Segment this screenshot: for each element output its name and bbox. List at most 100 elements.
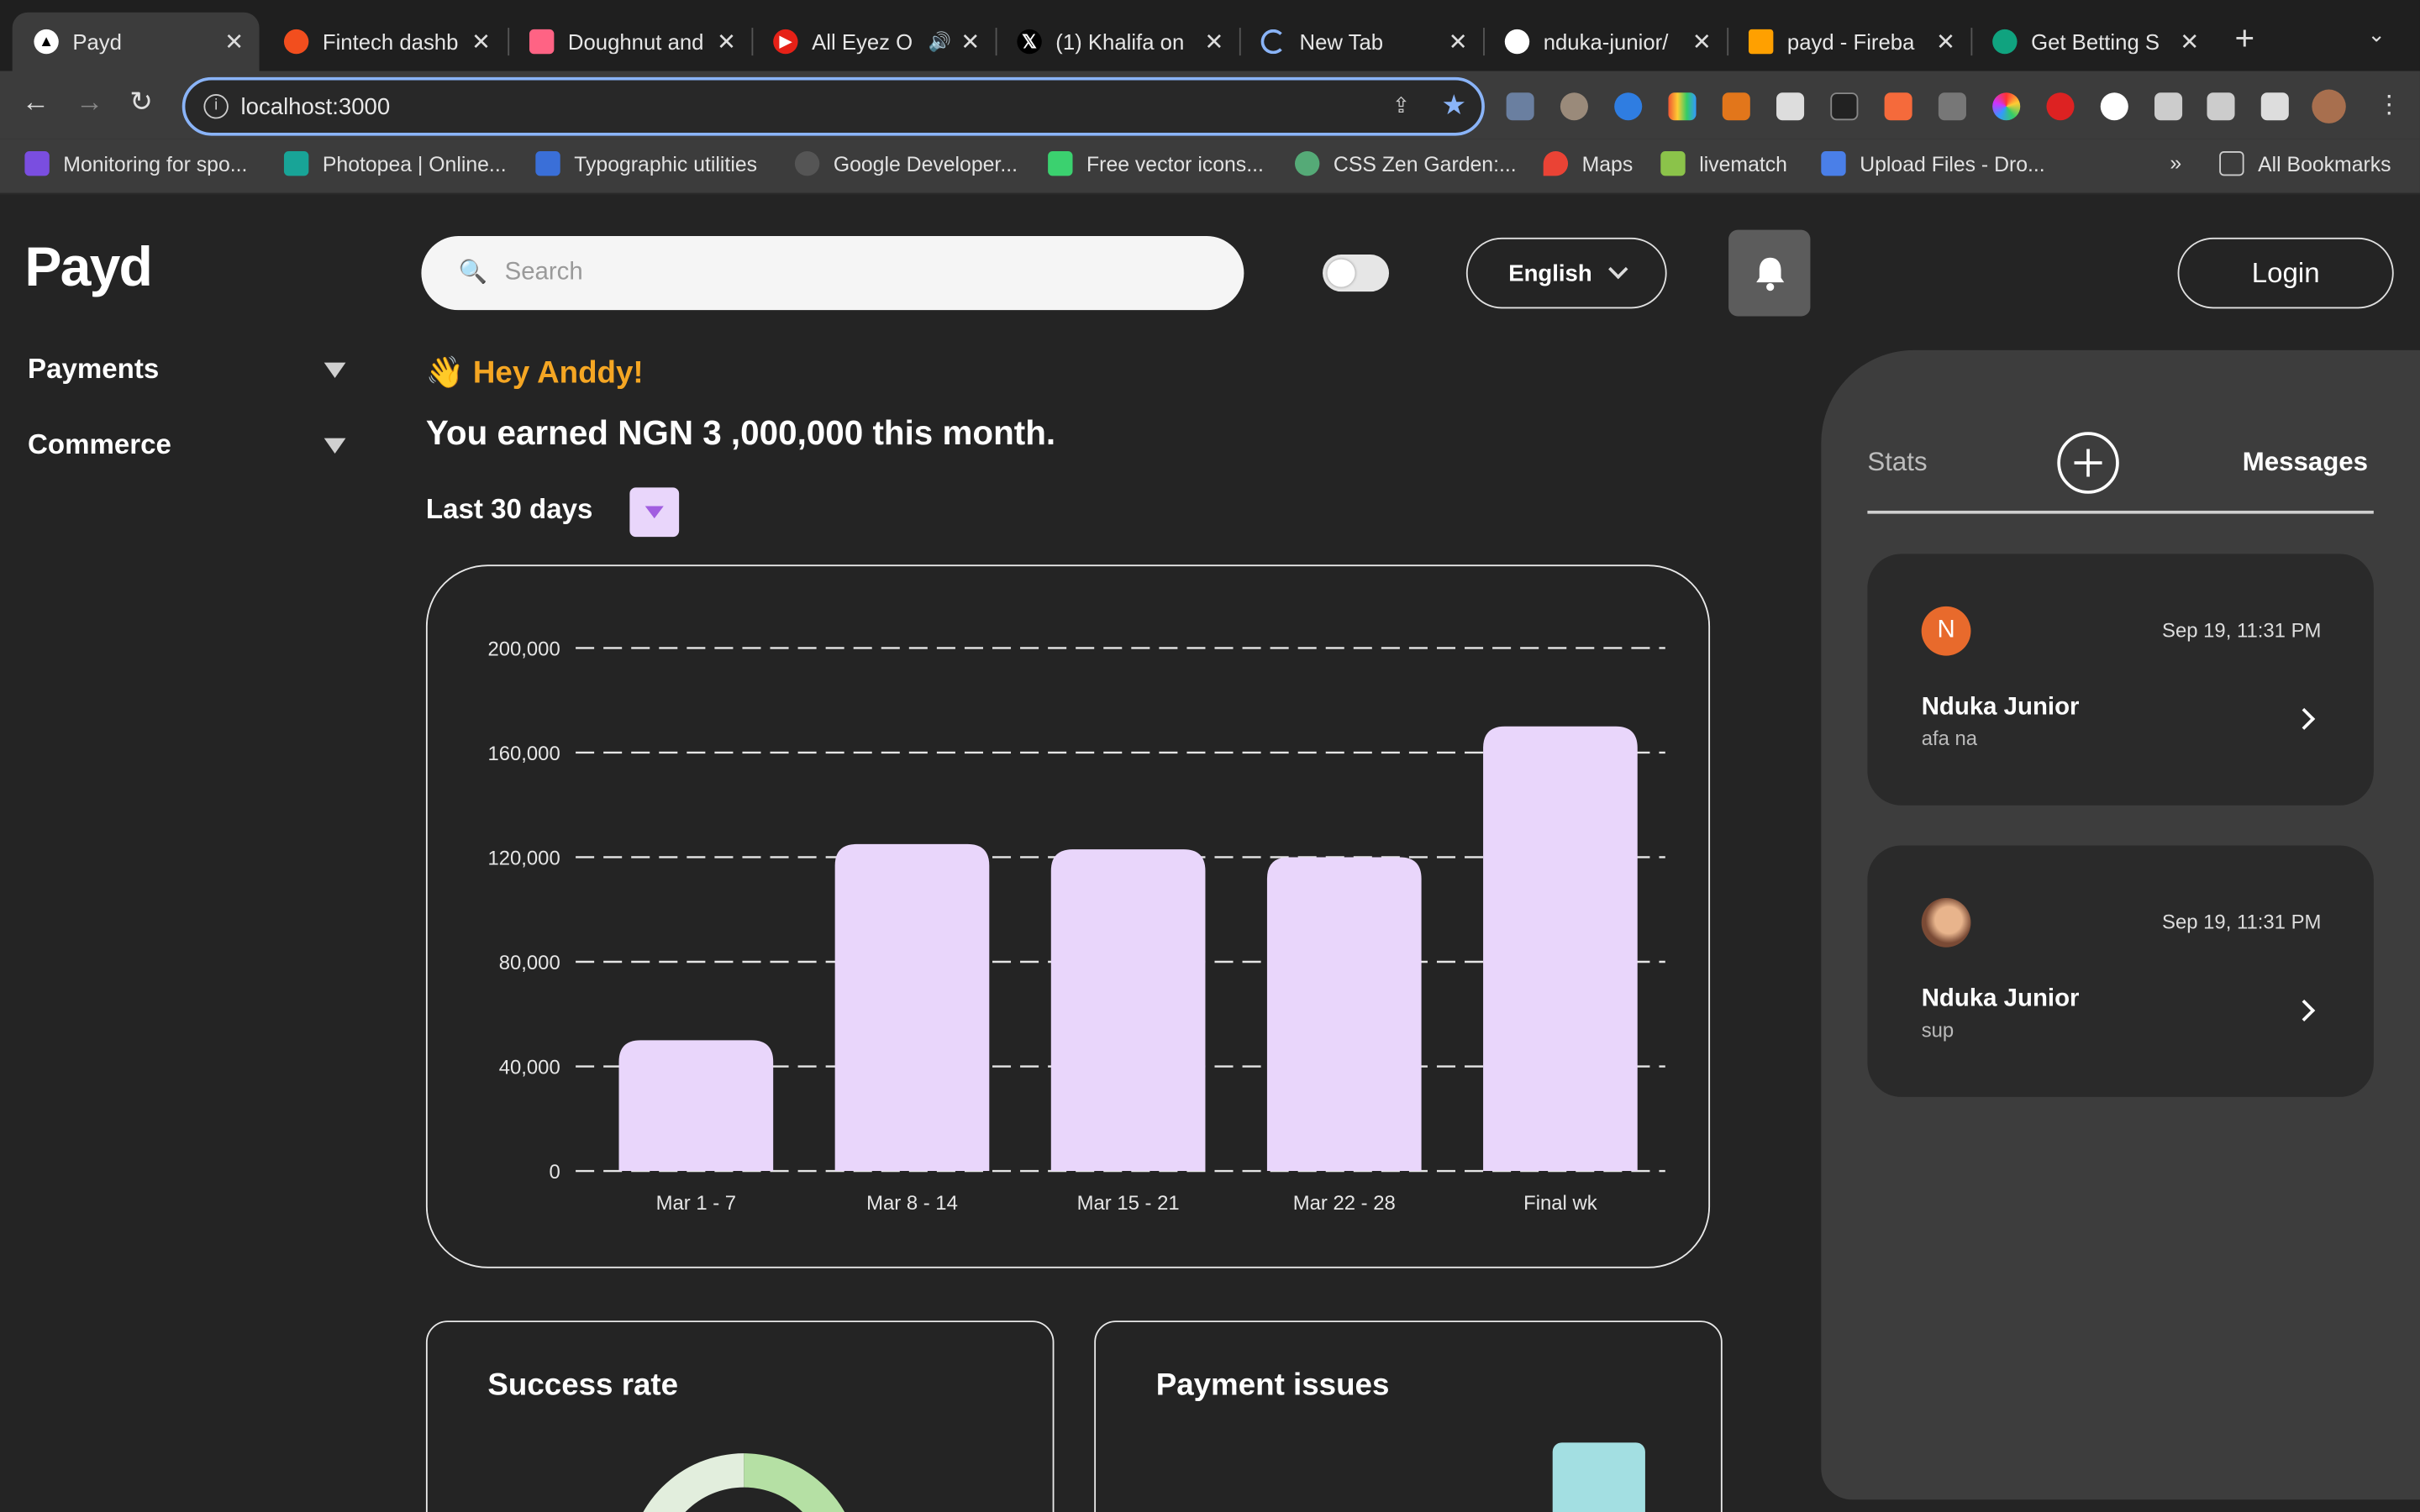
tab-messages[interactable]: Messages: [2242, 447, 2369, 477]
figma-icon: [283, 29, 309, 55]
bookmark-icon: [24, 150, 50, 176]
browser-tabstrip: ▲ Payd ✕ Fintech dashb ✕ Doughnut and ✕ …: [0, 0, 2420, 71]
extension-icon[interactable]: [2046, 92, 2075, 121]
side-panel-icon[interactable]: [2260, 92, 2289, 121]
chevron-right-icon[interactable]: [2293, 707, 2316, 730]
app-logo[interactable]: Payd: [24, 234, 153, 298]
browser-tab[interactable]: ▶ All Eyez O 🔊 ✕: [751, 13, 995, 71]
extension-icon[interactable]: [1560, 92, 1588, 121]
bookmark[interactable]: CSS Zen Garden:...: [1294, 150, 1517, 176]
new-tab-icon[interactable]: +: [2234, 18, 2255, 57]
payment-issues-card: Payment issues: [1094, 1320, 1723, 1512]
bookmark-label: Typographic utilities: [574, 151, 758, 176]
extension-icon[interactable]: [1668, 92, 1697, 121]
close-icon[interactable]: ✕: [224, 29, 245, 56]
extension-icon[interactable]: [1506, 92, 1534, 121]
login-button[interactable]: Login: [2177, 237, 2394, 309]
caret-down-icon[interactable]: [324, 362, 346, 378]
bookmark[interactable]: Photopea | Online...: [283, 150, 507, 176]
sidebar-item-commerce[interactable]: Commerce: [28, 429, 171, 462]
bookmark[interactable]: Free vector icons...: [1048, 150, 1264, 176]
info-icon[interactable]: i: [203, 94, 229, 119]
tab-title: Fintech dashb: [322, 29, 459, 55]
tab-divider: [1970, 28, 1973, 56]
browser-tab[interactable]: ▲ Payd ✕: [12, 12, 260, 71]
close-icon[interactable]: ✕: [1691, 29, 1712, 56]
tab-divider: [995, 28, 997, 56]
browser-tab[interactable]: nduka-junior/ ✕: [1483, 13, 1727, 71]
close-icon[interactable]: ✕: [1935, 29, 1956, 56]
bookmark[interactable]: livematch: [1660, 150, 1787, 176]
extension-icon[interactable]: [1830, 92, 1859, 121]
earnings-summary: You earned NGN 3 ,000,000 this month.: [425, 413, 1056, 453]
bookmark-label: CSS Zen Garden:...: [1333, 151, 1517, 176]
tab-divider: [1727, 28, 1729, 56]
tab-title: Doughnut and: [567, 29, 704, 55]
reload-icon[interactable]: ↻: [129, 86, 154, 118]
close-icon[interactable]: ✕: [717, 29, 737, 56]
close-icon[interactable]: ✕: [1204, 29, 1224, 56]
bookmark-label: livematch: [1699, 151, 1787, 176]
message-card[interactable]: N Sep 19, 11:31 PM Nduka Junior afa na: [1867, 554, 2374, 806]
github-icon: [1504, 29, 1530, 55]
all-bookmarks[interactable]: All Bookmarks: [2219, 150, 2391, 176]
browser-tab[interactable]: New Tab ✕: [1239, 13, 1483, 71]
browser-tab[interactable]: Doughnut and ✕: [508, 13, 751, 71]
extension-icon[interactable]: [1884, 92, 1912, 121]
bookmark-label: Free vector icons...: [1086, 151, 1264, 176]
star-icon[interactable]: ★: [1441, 89, 1467, 121]
caret-down-icon[interactable]: [324, 438, 346, 454]
browser-tab[interactable]: Get Betting S ✕: [1970, 13, 2214, 71]
chevron-right-icon[interactable]: [2293, 1000, 2316, 1022]
bookmark-label: Photopea | Online...: [322, 151, 507, 176]
y-tick-label: 160,000: [487, 743, 560, 765]
sidebar-item-payments[interactable]: Payments: [28, 354, 159, 386]
message-card[interactable]: Sep 19, 11:31 PM Nduka Junior sup: [1867, 845, 2374, 1097]
close-icon[interactable]: ✕: [1448, 29, 1468, 56]
chart-card: 0 40,000 80,000 120,000 160,000 200,000 Mar 1 …: [425, 564, 1711, 1268]
browser-tab[interactable]: payd - Fireba ✕: [1727, 13, 1970, 71]
speaker-icon[interactable]: 🔊: [928, 30, 952, 53]
close-icon[interactable]: ✕: [471, 29, 492, 56]
back-arrow-icon[interactable]: ←: [21, 86, 50, 118]
tab-stats[interactable]: Stats: [1867, 447, 1928, 477]
y-tick-label: 40,000: [499, 1057, 560, 1079]
browser-tab[interactable]: 𝕏 (1) Khalifa on ✕: [996, 13, 1239, 71]
address-bar[interactable]: i localhost:3000 ⇪ ★: [182, 76, 1485, 136]
bookmark[interactable]: Upload Files - Dro...: [1821, 150, 2045, 176]
forward-arrow-icon[interactable]: →: [75, 86, 104, 118]
camera-icon[interactable]: [1938, 92, 1966, 121]
language-select[interactable]: English: [1465, 237, 1667, 309]
browser-tab[interactable]: Fintech dashb ✕: [262, 13, 506, 71]
metamask-icon[interactable]: [1722, 92, 1750, 121]
bookmark[interactable]: Monitoring for spo...: [24, 150, 247, 176]
bookmark[interactable]: Typographic utilities: [535, 150, 758, 176]
extension-icon[interactable]: [2100, 92, 2128, 121]
bookmark-icon: [1660, 150, 1686, 176]
puzzle-icon[interactable]: [2154, 92, 2183, 121]
greeting: 👋 Hey Anddy!: [426, 354, 644, 392]
bookmark[interactable]: Google Developer...: [794, 150, 1018, 176]
color-picker-icon[interactable]: [1992, 92, 2021, 121]
extension-icon[interactable]: [1614, 92, 1643, 121]
theme-toggle[interactable]: [1323, 255, 1390, 292]
qr-code-icon[interactable]: [1776, 92, 1805, 121]
kebab-menu-icon[interactable]: ⋮: [2376, 92, 2402, 119]
tab-divider: [1239, 28, 1241, 56]
period-dropdown-button[interactable]: [629, 487, 680, 538]
reading-list-icon[interactable]: [2207, 92, 2235, 121]
search-input[interactable]: [504, 255, 1184, 292]
chartjs-icon: [529, 29, 555, 55]
chevron-down-icon[interactable]: ⌄: [2367, 21, 2386, 47]
close-icon[interactable]: ✕: [2180, 29, 2200, 56]
tab-divider: [1867, 510, 2374, 513]
bookmarks-overflow-icon[interactable]: »: [2170, 150, 2182, 175]
bookmark[interactable]: Maps: [1543, 150, 1633, 176]
notifications-button[interactable]: [1728, 229, 1811, 317]
add-circle-icon[interactable]: [2057, 432, 2119, 494]
avatar[interactable]: [2312, 89, 2346, 123]
close-icon[interactable]: ✕: [960, 29, 981, 56]
sidebar-item-label: Commerce: [28, 428, 171, 460]
share-icon[interactable]: ⇪: [1392, 92, 1411, 118]
